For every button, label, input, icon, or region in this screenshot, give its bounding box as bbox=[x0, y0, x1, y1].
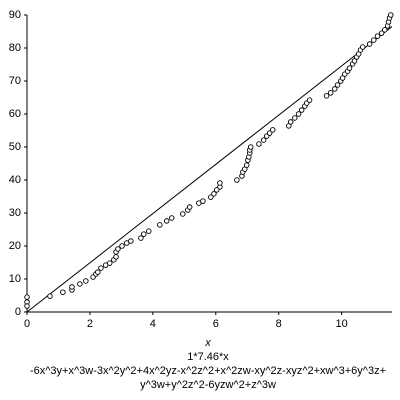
point bbox=[60, 289, 66, 295]
caption: -6x^3y+x^3w-3x^2y^2+4x^2yz-x^2z^2+x^2zw-… bbox=[30, 365, 386, 377]
point bbox=[339, 75, 346, 81]
x-tick-label: 2 bbox=[87, 318, 93, 330]
point bbox=[295, 111, 302, 117]
point bbox=[200, 198, 206, 204]
point bbox=[140, 231, 147, 237]
point bbox=[260, 137, 267, 143]
point bbox=[186, 204, 193, 210]
point bbox=[115, 246, 121, 252]
point bbox=[382, 27, 388, 33]
point bbox=[77, 281, 83, 287]
point bbox=[366, 41, 373, 47]
y-tick-label: 30 bbox=[9, 207, 21, 219]
point bbox=[243, 162, 250, 168]
point bbox=[292, 115, 298, 121]
fit-line bbox=[26, 26, 393, 313]
point bbox=[359, 44, 366, 50]
point bbox=[378, 30, 385, 36]
x-axis-label: x bbox=[204, 337, 211, 349]
point bbox=[83, 278, 89, 284]
point bbox=[331, 86, 338, 92]
point bbox=[138, 235, 144, 241]
y-tick-label: 40 bbox=[9, 174, 21, 186]
point bbox=[387, 12, 394, 18]
point bbox=[247, 144, 254, 150]
point bbox=[98, 265, 104, 271]
point bbox=[113, 254, 119, 260]
point bbox=[24, 303, 30, 309]
point bbox=[334, 82, 341, 88]
point bbox=[323, 93, 330, 99]
x-tick-label: 6 bbox=[213, 318, 219, 330]
point bbox=[234, 177, 240, 183]
point bbox=[157, 222, 163, 228]
point bbox=[69, 284, 75, 290]
y-tick-label: 0 bbox=[15, 306, 21, 318]
point bbox=[351, 58, 358, 64]
point bbox=[24, 294, 30, 300]
caption: y^3w+y^2z^2-6yzw^2+z^3w bbox=[140, 379, 276, 391]
point bbox=[287, 119, 294, 125]
point bbox=[211, 191, 217, 197]
x-tick-label: 8 bbox=[276, 318, 282, 330]
y-tick-label: 20 bbox=[9, 240, 21, 252]
caption: 1*7.46*x bbox=[187, 351, 229, 363]
point bbox=[298, 107, 305, 113]
point bbox=[180, 211, 186, 217]
point bbox=[95, 269, 101, 275]
point bbox=[374, 33, 381, 39]
point bbox=[327, 90, 334, 96]
point bbox=[269, 127, 276, 133]
y-tick-label: 50 bbox=[9, 141, 21, 153]
point bbox=[168, 215, 175, 221]
y-tick-label: 90 bbox=[9, 9, 21, 21]
point bbox=[217, 180, 223, 186]
point bbox=[107, 260, 113, 266]
y-tick-label: 70 bbox=[9, 75, 21, 87]
point bbox=[47, 293, 53, 299]
y-tick-label: 60 bbox=[9, 108, 21, 120]
point bbox=[119, 243, 125, 249]
point bbox=[346, 65, 353, 71]
point bbox=[208, 194, 214, 200]
x-tick-label: 4 bbox=[150, 318, 156, 330]
point bbox=[371, 37, 377, 43]
point bbox=[306, 97, 313, 103]
point bbox=[128, 238, 134, 244]
point bbox=[256, 141, 262, 147]
point bbox=[146, 228, 152, 234]
y-tick-label: 10 bbox=[9, 273, 21, 285]
point bbox=[163, 218, 170, 224]
x-tick-label: 10 bbox=[336, 318, 348, 330]
point bbox=[266, 130, 273, 136]
y-tick-label: 80 bbox=[9, 42, 21, 54]
x-tick-label: 0 bbox=[24, 318, 30, 330]
